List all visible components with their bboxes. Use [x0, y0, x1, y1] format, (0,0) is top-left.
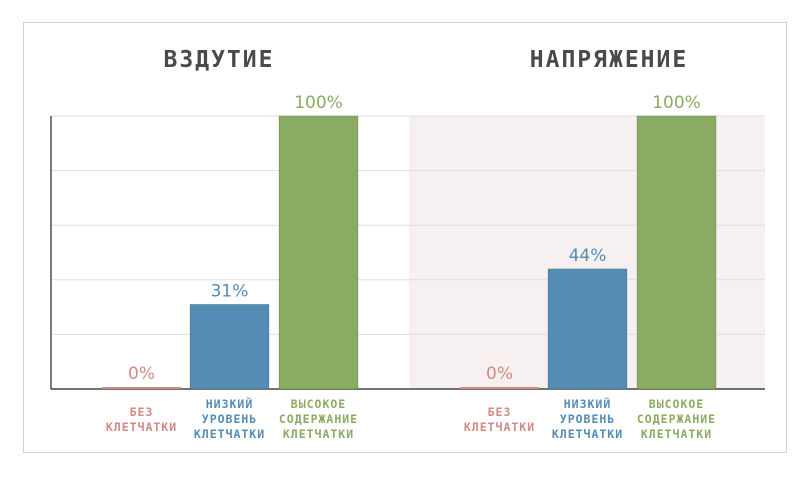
panel-2-category-label-1: БЕЗ КЛЕТЧАТКИ	[464, 405, 535, 434]
panel-1-category-label-3-line-2: СОДЕРЖАНИЕ	[279, 412, 358, 426]
panel-2-category-label-1-line-2: КЛЕТЧАТКИ	[464, 420, 535, 434]
panel-2-bar-3	[636, 115, 717, 390]
panel-2-value-label-2: 44%	[569, 246, 607, 266]
panel-2-title: НАПРЯЖЕНИЕ	[530, 47, 688, 73]
panel-2-category-label-3-line-2: СОДЕРЖАНИЕ	[637, 412, 716, 426]
panel-1-category-label-3: ВЫСОКОЕ СОДЕРЖАНИЕ КЛЕТЧАТКИ	[279, 397, 358, 441]
panel-2-value-label-3: 100%	[652, 93, 701, 113]
panel-2-category-label-2: НИЗКИЙ УРОВЕНЬ КЛЕТЧАТКИ	[552, 396, 623, 441]
panel-1-title: ВЗДУТИЕ	[164, 47, 275, 73]
panel-1-value-label-1: 0%	[128, 364, 155, 384]
panel-2-category-label-3: ВЫСОКОЕ СОДЕРЖАНИЕ КЛЕТЧАТКИ	[637, 397, 716, 441]
panel-2-bar-1	[460, 387, 539, 389]
panel-2-category-label-2-line-1: НИЗКИЙ	[564, 396, 612, 411]
panel-1-category-label-2-line-2: УРОВЕНЬ	[202, 412, 257, 426]
panel-1-bar-1	[102, 387, 181, 389]
panel-1-value-label-2: 31%	[211, 281, 249, 301]
panel-1-category-label-3-line-1: ВЫСОКОЕ	[291, 397, 346, 411]
panel-1-category-label-1-line-1: БЕЗ	[130, 405, 154, 419]
panel-1-category-label-2-line-3: КЛЕТЧАТКИ	[194, 427, 265, 441]
panel-2-category-label-3-line-1: ВЫСОКОЕ	[649, 397, 704, 411]
panel-1-category-label-1: БЕЗ КЛЕТЧАТКИ	[106, 405, 177, 434]
panel-1-category-label-1-line-2: КЛЕТЧАТКИ	[106, 420, 177, 434]
panel-2-category-label-3-line-3: КЛЕТЧАТКИ	[641, 427, 712, 441]
panel-1-category-label-3-line-3: КЛЕТЧАТКИ	[283, 427, 354, 441]
panel-1-bar-3	[278, 115, 359, 390]
panel-2-bar-2	[547, 268, 628, 390]
panel-1-category-label-2-line-1: НИЗКИЙ	[206, 396, 254, 411]
panel-1-category-label-2: НИЗКИЙ УРОВЕНЬ КЛЕТЧАТКИ	[194, 396, 265, 441]
panel-1-value-label-3: 100%	[294, 93, 343, 113]
panel-2-value-label-1: 0%	[486, 364, 513, 384]
chart-frame: ВЗДУТИЕ 0% БЕЗ КЛЕТЧАТКИ 31% НИЗКИЙ УРОВЕНЬ КЛЕ…	[23, 22, 787, 453]
panel-2-category-label-2-line-2: УРОВЕНЬ	[560, 412, 615, 426]
panel-2-category-label-2-line-3: КЛЕТЧАТКИ	[552, 427, 623, 441]
panel-2-category-label-1-line-1: БЕЗ	[488, 405, 512, 419]
panel-1-bar-2	[189, 304, 270, 390]
